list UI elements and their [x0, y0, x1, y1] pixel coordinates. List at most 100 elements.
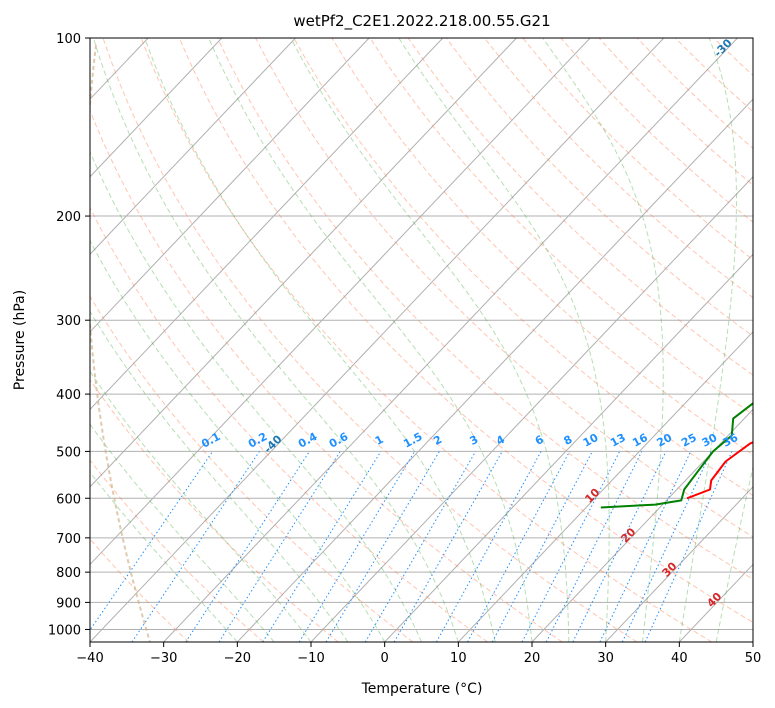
moist-adiabat: [542, 38, 664, 642]
mixing-ratio-line: [621, 451, 712, 642]
background-lines: [0, 38, 753, 642]
chart-title: wetPf2_C2E1.2022.218.00.55.G21: [293, 12, 550, 31]
dry-adiabat: [90, 378, 339, 642]
y-tick-label: 1000: [48, 623, 81, 638]
mixing-ratio-label: 1: [373, 433, 386, 448]
x-tick-label: 20: [524, 651, 541, 666]
isotherm-line: [163, 38, 738, 642]
isotherm-line: [90, 38, 517, 488]
moist-adiabat: [90, 239, 386, 642]
dry-adiabat: [140, 38, 712, 642]
dry-adiabat: [713, 38, 753, 76]
isotherm-line: [90, 38, 665, 642]
isotherm-line: [90, 38, 223, 178]
isotherm-label-warm: 30: [660, 559, 680, 579]
reference-curve: [90, 44, 151, 642]
y-tick-label: 400: [56, 388, 81, 403]
mixing-ratio-line: [435, 451, 542, 642]
isotherm-line: [752, 641, 753, 642]
moist-adiabat: [90, 471, 238, 642]
mixing-ratio-line: [491, 451, 593, 642]
mixing-ratio-label: 30: [700, 431, 720, 450]
x-axis-label: Temperature (°C): [361, 681, 483, 697]
x-tick-label: 30: [597, 651, 614, 666]
mixing-ratio-label: 6: [533, 433, 546, 448]
dry-adiabat: [178, 38, 753, 623]
isotherm-line: [310, 176, 753, 642]
mixing-ratio-label: 4: [494, 433, 507, 448]
mixing-ratio-label: 20: [655, 431, 675, 450]
mixing-ratio-label: 2: [431, 433, 444, 448]
moist-adiabat: [678, 38, 737, 642]
mixing-ratio-line: [298, 451, 416, 642]
y-axis: 100 200 300 400 500 600 700 800 900 1000: [48, 32, 90, 638]
dry-adiabat: [369, 38, 753, 416]
mixing-ratio-label: 10: [581, 431, 601, 450]
dry-adiabat: [255, 38, 753, 538]
isotherm-line: [605, 486, 753, 642]
moist-adiabat: [90, 423, 275, 642]
moist-adiabat: [144, 38, 496, 642]
x-tick-label: −40: [76, 651, 103, 666]
mixing-ratio-line: [262, 451, 382, 642]
isotherm-label-warm: 20: [618, 525, 638, 545]
moist-adiabat: [290, 38, 570, 642]
x-tick-label: −10: [297, 651, 324, 666]
mixing-ratio-line: [90, 451, 213, 631]
isotherm-line: [531, 408, 753, 642]
dry-adiabat: [90, 295, 414, 642]
isotherm-label-warm: 10: [582, 486, 602, 506]
x-tick-label: −20: [224, 651, 251, 666]
moist-adiabat: [90, 150, 422, 642]
dry-adiabat: [522, 38, 753, 261]
y-tick-label: 800: [56, 566, 81, 581]
y-tick-label: 300: [56, 314, 81, 329]
y-tick-label: 900: [56, 596, 81, 611]
moist-adiabat: [90, 370, 312, 642]
dry-adiabat: [407, 38, 753, 376]
isotherm-line: [0, 38, 1, 642]
moist-adiabat: [715, 464, 753, 642]
x-tick-label: 40: [671, 651, 688, 666]
mixing-ratio-label: 1.5: [401, 430, 424, 451]
mixing-ratio-label: 16: [630, 431, 650, 450]
mixing-ratio-label: 0.1: [199, 430, 222, 451]
mixing-ratio-line: [467, 451, 571, 642]
dry-adiabat: [217, 38, 753, 580]
moist-adiabat: [92, 38, 459, 642]
mixing-ratio-line: [364, 451, 477, 642]
isotherm-line: [90, 38, 591, 566]
isotherm-label: -50: [2, 628, 25, 651]
isotherm-line: [90, 38, 370, 333]
x-tick-label: −30: [150, 651, 177, 666]
mixing-ratio-label: 13: [608, 431, 628, 450]
dry-adiabat: [90, 538, 190, 642]
y-tick-label: 100: [56, 32, 81, 47]
isotherm-line: [384, 253, 753, 642]
mixing-ratio-line: [572, 451, 667, 642]
dry-adiabat: [636, 38, 753, 149]
profile-series: [600, 402, 753, 509]
isotherm-line: [90, 38, 444, 411]
temperature-profile: [686, 441, 753, 500]
y-tick-label: 700: [56, 532, 81, 547]
moist-adiabat: [90, 310, 349, 642]
y-tick-label: 200: [56, 210, 81, 225]
isotherm-label-warm: 40: [704, 590, 724, 610]
dewpoint-profile: [600, 402, 753, 509]
mixing-ratio-line: [644, 451, 733, 642]
dry-adiabat: [102, 38, 638, 642]
x-axis: −40 −30 −20 −10 0 10 20 30 40 50: [76, 642, 761, 666]
moist-adiabat: [398, 38, 610, 642]
mixing-ratio-line: [521, 451, 621, 642]
moist-adiabat: [208, 38, 533, 642]
dry-adiabat: [293, 38, 753, 497]
x-tick-label: 10: [450, 651, 467, 666]
y-tick-label: 500: [56, 445, 81, 460]
dry-adiabat: [90, 206, 488, 642]
x-tick-label: 0: [381, 651, 389, 666]
dry-adiabat: [90, 109, 563, 642]
dry-adiabat: [598, 38, 753, 186]
isotherm-line: [236, 98, 753, 642]
dry-adiabat: [560, 38, 753, 223]
